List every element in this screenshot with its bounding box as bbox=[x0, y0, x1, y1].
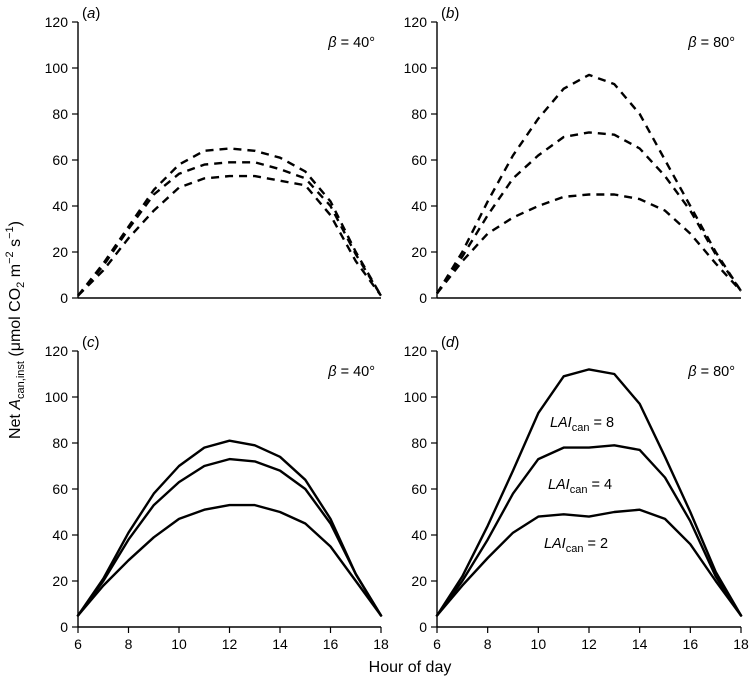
y-tick-label: 60 bbox=[52, 152, 68, 168]
lai-label: LAIcan = 8 bbox=[550, 415, 614, 434]
lai-label: LAIcan = 4 bbox=[548, 477, 612, 496]
y-tick-label: 100 bbox=[45, 60, 69, 76]
y-tick-label: 80 bbox=[411, 106, 427, 122]
x-tick-label: 18 bbox=[373, 636, 389, 652]
y-tick-label: 0 bbox=[60, 619, 68, 635]
beta-annotation: β = 80° bbox=[687, 364, 735, 380]
y-tick-label: 20 bbox=[52, 573, 68, 589]
x-tick-label: 8 bbox=[125, 636, 133, 652]
y-tick-label: 100 bbox=[45, 389, 69, 405]
y-tick-label: 40 bbox=[411, 198, 427, 214]
x-tick-label: 14 bbox=[272, 636, 288, 652]
series-line-2 bbox=[76, 457, 383, 617]
y-tick-label: 120 bbox=[404, 14, 428, 30]
x-tick-label: 10 bbox=[171, 636, 187, 652]
series-line-2 bbox=[436, 131, 742, 295]
y-tick-label: 120 bbox=[404, 343, 428, 359]
x-tick-label: 12 bbox=[581, 636, 597, 652]
panel-a: 0 20 40 60 80 100 120 (a) β = 40° bbox=[45, 5, 383, 306]
y-tick-label: 40 bbox=[52, 198, 68, 214]
panel-label: (c) bbox=[82, 334, 100, 351]
y-tick-label: 40 bbox=[411, 527, 427, 543]
x-tick-label: 16 bbox=[683, 636, 699, 652]
x-axis-title: Hour of day bbox=[369, 659, 452, 676]
beta-annotation: β = 40° bbox=[327, 35, 375, 51]
series-line-1 bbox=[435, 508, 743, 617]
panel-c: 0 20 40 60 80 100 120 6 8 10 12 14 16 18 (c) β = 40° bbox=[45, 334, 389, 652]
y-tick-label: 20 bbox=[411, 244, 427, 260]
y-axis-title: Net Acan,inst (μmol CO2 m−2 s−1) bbox=[4, 221, 27, 439]
panel-b: 0 20 40 60 80 100 120 (b) β = 80° bbox=[404, 5, 743, 306]
y-tick-label: 60 bbox=[52, 481, 68, 497]
panel-label: (a) bbox=[82, 5, 100, 22]
beta-annotation: β = 40° bbox=[327, 364, 375, 380]
beta-annotation: β = 80° bbox=[687, 35, 735, 51]
y-tick-label: 40 bbox=[52, 527, 68, 543]
y-tick-label: 120 bbox=[45, 14, 69, 30]
series-line-2 bbox=[435, 444, 743, 617]
panel-label: (b) bbox=[441, 5, 459, 22]
series-line-1 bbox=[436, 193, 742, 295]
y-tick-label: 0 bbox=[419, 290, 427, 306]
y-tick-label: 80 bbox=[52, 435, 68, 451]
series-line-3 bbox=[76, 439, 383, 617]
series-line-3 bbox=[77, 147, 383, 297]
y-tick-label: 20 bbox=[52, 244, 68, 260]
y-tick-label: 60 bbox=[411, 481, 427, 497]
panel-d: 0 20 40 60 80 100 120 6 8 10 12 14 16 18 (d) β = 80° LAI… bbox=[404, 334, 749, 652]
x-tick-label: 6 bbox=[433, 636, 441, 652]
y-tick-label: 0 bbox=[60, 290, 68, 306]
y-tick-label: 0 bbox=[419, 619, 427, 635]
y-tick-label: 80 bbox=[411, 435, 427, 451]
x-tick-label: 6 bbox=[74, 636, 82, 652]
lai-label: LAIcan = 2 bbox=[544, 536, 608, 555]
y-tick-label: 100 bbox=[404, 389, 428, 405]
y-tick-label: 100 bbox=[404, 60, 428, 76]
panel-label: (d) bbox=[441, 334, 459, 351]
y-tick-label: 60 bbox=[411, 152, 427, 168]
x-tick-label: 14 bbox=[632, 636, 648, 652]
series-line-2 bbox=[77, 161, 383, 297]
series-line-1 bbox=[76, 503, 383, 617]
y-tick-label: 120 bbox=[45, 343, 69, 359]
series-line-3 bbox=[435, 73, 743, 295]
series-line-3 bbox=[435, 368, 743, 617]
x-tick-label: 12 bbox=[222, 636, 238, 652]
y-tick-label: 80 bbox=[52, 106, 68, 122]
series-line-1 bbox=[77, 174, 382, 297]
x-tick-label: 10 bbox=[531, 636, 547, 652]
y-tick-label: 20 bbox=[411, 573, 427, 589]
x-tick-label: 8 bbox=[484, 636, 492, 652]
x-tick-label: 18 bbox=[733, 636, 749, 652]
x-tick-label: 16 bbox=[323, 636, 339, 652]
